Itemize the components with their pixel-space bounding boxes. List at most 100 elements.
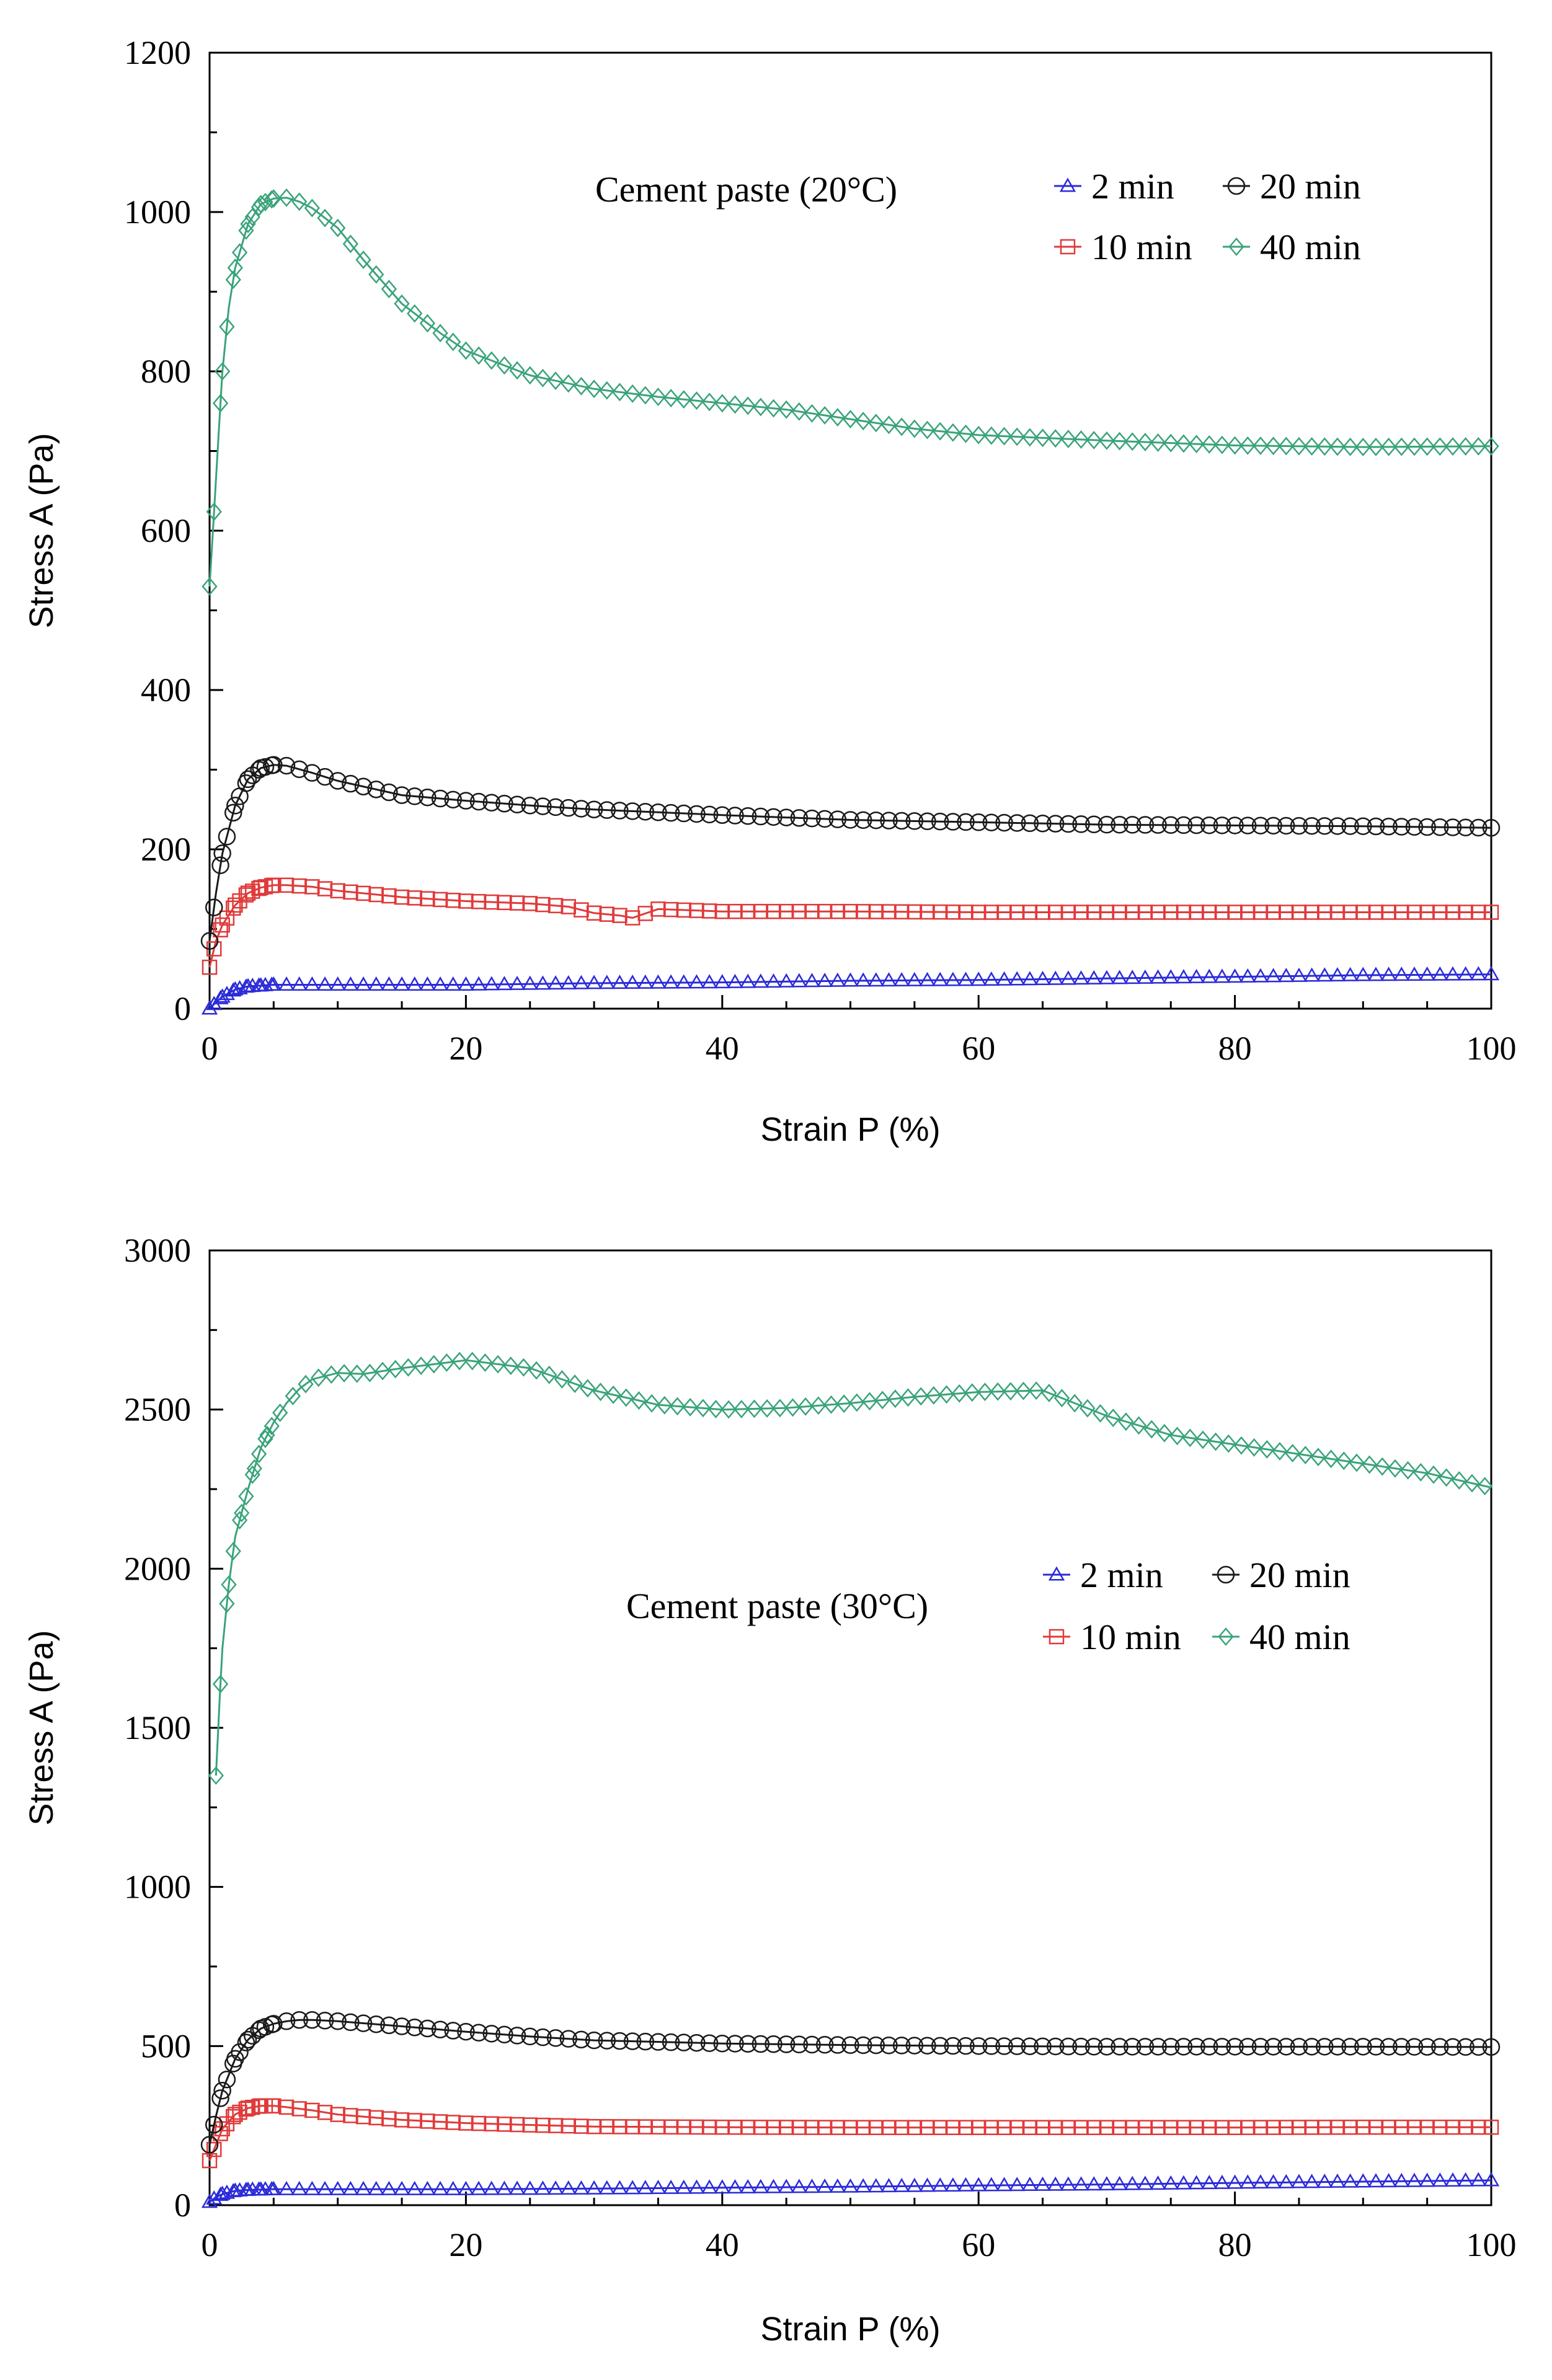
- data-point: [368, 2180, 384, 2195]
- data-point: [861, 1392, 878, 1411]
- x-tick-label: 100: [1466, 2226, 1517, 2263]
- series-line: [208, 197, 1492, 587]
- data-point: [546, 2029, 565, 2047]
- data-point: [243, 2027, 262, 2045]
- data-point: [330, 883, 345, 899]
- data-point: [1047, 970, 1064, 985]
- data-point: [815, 2036, 834, 2054]
- data-point: [983, 905, 1000, 920]
- data-point: [1021, 971, 1039, 986]
- legend-marker: [1218, 1627, 1234, 1646]
- legend-label: 40 min: [1249, 1617, 1350, 1657]
- data-point: [1034, 2037, 1052, 2056]
- data-point: [1252, 968, 1269, 983]
- y-axis-title: Stress A (Pa): [23, 433, 60, 628]
- data-point: [521, 2180, 538, 2195]
- data-point: [913, 1387, 929, 1406]
- data-point: [1381, 905, 1396, 920]
- data-point: [1009, 427, 1025, 446]
- data-point: [211, 2089, 229, 2107]
- data-point: [1457, 818, 1474, 837]
- data-point: [1443, 2038, 1462, 2056]
- data-point: [957, 2177, 974, 2192]
- data-point: [1034, 814, 1052, 833]
- data-point: [841, 2036, 859, 2055]
- data-point: [1202, 2120, 1217, 2135]
- data-point: [777, 808, 796, 826]
- data-point: [1431, 2038, 1449, 2056]
- data-point: [508, 2180, 526, 2195]
- data-point: [931, 812, 949, 831]
- data-point: [534, 368, 551, 387]
- data-point: [1239, 436, 1256, 455]
- data-point: [1406, 2172, 1423, 2187]
- data-point: [303, 764, 321, 782]
- data-point: [701, 2179, 718, 2194]
- data-point: [1035, 905, 1050, 920]
- data-point: [212, 2187, 229, 2201]
- data-point: [1060, 2120, 1076, 2135]
- data-point: [803, 809, 821, 828]
- data-point: [1060, 2176, 1077, 2191]
- data-point: [636, 2032, 655, 2051]
- data-point: [701, 903, 717, 919]
- data-point: [329, 2012, 347, 2030]
- legend-marker: [1060, 239, 1076, 255]
- data-point: [944, 2037, 962, 2055]
- data-point: [944, 2177, 962, 2192]
- data-point: [432, 891, 448, 908]
- data-point: [471, 894, 487, 909]
- data-point: [1073, 430, 1089, 449]
- data-point: [477, 1353, 494, 1372]
- data-point: [791, 903, 807, 919]
- data-point: [1432, 2172, 1448, 2187]
- data-point: [534, 797, 552, 815]
- data-point: [918, 2037, 936, 2055]
- data-point: [497, 2117, 512, 2132]
- legend-label: 40 min: [1260, 227, 1361, 267]
- data-point: [1272, 1441, 1288, 1461]
- data-point: [804, 2179, 820, 2193]
- data-point: [1426, 1465, 1442, 1484]
- data-point: [765, 399, 782, 418]
- data-point: [1266, 2120, 1281, 2135]
- data-point: [982, 813, 1001, 831]
- y-tick-label: 500: [141, 2027, 191, 2064]
- data-point: [1072, 2037, 1090, 2056]
- data-point: [317, 2105, 333, 2120]
- data-point: [1329, 437, 1346, 456]
- data-point: [407, 304, 423, 323]
- data-point: [316, 2012, 334, 2030]
- data-point: [317, 208, 333, 228]
- data-point: [444, 2022, 462, 2040]
- legend-marker: [1217, 1565, 1235, 1584]
- data-point: [982, 2037, 1001, 2055]
- data-point: [1150, 2120, 1166, 2135]
- data-point: [330, 2107, 345, 2122]
- data-point: [1381, 437, 1397, 456]
- data-point: [329, 2180, 346, 2195]
- data-point: [1432, 905, 1448, 920]
- data-point: [1266, 905, 1281, 920]
- data-point: [458, 893, 474, 909]
- data-point: [400, 1358, 417, 1377]
- data-point: [663, 2119, 679, 2135]
- data-point: [1137, 905, 1153, 920]
- data-point: [355, 885, 371, 901]
- data-point: [482, 2025, 500, 2043]
- data-point: [484, 2116, 499, 2132]
- data-point: [509, 361, 525, 380]
- data-point: [612, 2119, 627, 2134]
- data-point: [426, 1355, 442, 1374]
- data-point: [906, 971, 923, 986]
- data-point: [1015, 1381, 1032, 1400]
- data-point: [1047, 429, 1063, 448]
- data-point: [1367, 967, 1385, 981]
- data-point: [894, 904, 910, 919]
- data-point: [457, 2022, 475, 2041]
- data-point: [336, 1364, 352, 1382]
- data-point: [368, 887, 384, 903]
- data-point: [304, 2180, 321, 2195]
- data-point: [701, 392, 717, 412]
